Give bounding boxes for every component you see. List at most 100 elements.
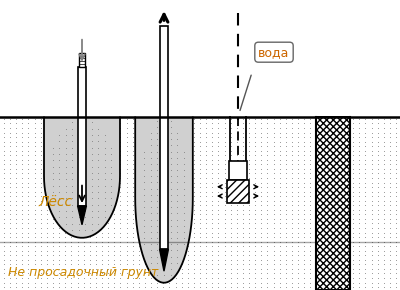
Point <box>252 276 258 280</box>
Point <box>215 126 222 130</box>
Point <box>240 153 246 157</box>
Point <box>13 117 20 121</box>
Point <box>108 177 115 182</box>
Point <box>7 262 13 267</box>
Point <box>258 189 264 194</box>
Point <box>209 221 216 226</box>
Point <box>178 253 185 258</box>
Point <box>350 176 356 180</box>
Point <box>197 198 203 203</box>
Point <box>160 189 166 194</box>
Point <box>68 171 74 176</box>
Point <box>387 249 393 253</box>
Point <box>161 217 167 222</box>
Point <box>234 121 240 126</box>
Point <box>154 203 160 208</box>
Point <box>387 189 393 194</box>
Point <box>326 130 332 135</box>
Point <box>276 157 283 162</box>
Point <box>184 262 191 267</box>
Point <box>74 271 81 276</box>
Point <box>166 239 172 244</box>
Point <box>184 171 191 176</box>
Point <box>80 198 87 203</box>
Point <box>174 174 181 179</box>
Point <box>166 285 172 289</box>
Point <box>295 230 301 235</box>
Point <box>350 157 356 162</box>
Point <box>221 244 228 249</box>
Point <box>356 217 362 221</box>
Point <box>154 174 160 179</box>
Point <box>289 221 295 226</box>
Point <box>215 258 222 262</box>
Point <box>295 285 301 289</box>
Point <box>313 153 320 157</box>
Point <box>74 267 81 271</box>
Point <box>74 249 81 253</box>
Point <box>154 125 160 129</box>
Point <box>1 239 7 244</box>
Point <box>203 166 209 171</box>
Point <box>154 212 160 217</box>
Point <box>270 148 277 153</box>
Point <box>130 221 136 226</box>
Point <box>44 226 50 230</box>
Point <box>76 177 82 182</box>
Point <box>276 208 283 212</box>
Point <box>270 189 277 194</box>
Point <box>25 262 32 267</box>
Point <box>313 258 320 262</box>
Point <box>154 208 160 212</box>
Point <box>82 126 88 131</box>
Point <box>62 166 68 171</box>
Point <box>154 194 160 198</box>
Point <box>174 149 181 154</box>
Point <box>130 139 136 144</box>
Point <box>368 203 375 208</box>
Point <box>130 194 136 198</box>
Point <box>130 117 136 121</box>
Point <box>178 189 185 194</box>
Point <box>82 221 88 226</box>
Point <box>93 117 99 121</box>
Point <box>344 203 350 208</box>
Point <box>141 217 147 222</box>
Point <box>380 226 387 230</box>
Point <box>1 244 7 249</box>
Point <box>7 280 13 285</box>
Point <box>181 236 187 240</box>
Point <box>387 126 393 130</box>
Point <box>7 230 13 235</box>
Point <box>270 176 277 180</box>
Point <box>307 166 314 171</box>
Point <box>356 144 362 148</box>
Point <box>197 153 203 157</box>
Point <box>68 189 74 194</box>
Point <box>380 244 387 249</box>
Point <box>56 196 62 201</box>
Point <box>332 253 338 258</box>
Point <box>289 157 295 162</box>
Point <box>142 276 148 280</box>
Point <box>161 118 167 123</box>
Point <box>197 130 203 135</box>
Point <box>234 176 240 180</box>
Point <box>32 117 38 121</box>
Point <box>178 180 185 185</box>
Point <box>80 217 87 221</box>
Point <box>62 177 69 182</box>
Point <box>356 280 362 285</box>
Point <box>319 180 326 185</box>
Point <box>350 226 356 230</box>
Point <box>1 203 7 208</box>
Point <box>154 271 160 276</box>
Point <box>69 126 75 131</box>
Point <box>160 212 166 217</box>
Point <box>147 137 154 142</box>
Point <box>221 130 228 135</box>
Point <box>209 139 216 144</box>
Point <box>25 171 32 176</box>
Point <box>13 180 20 185</box>
Point <box>368 157 375 162</box>
